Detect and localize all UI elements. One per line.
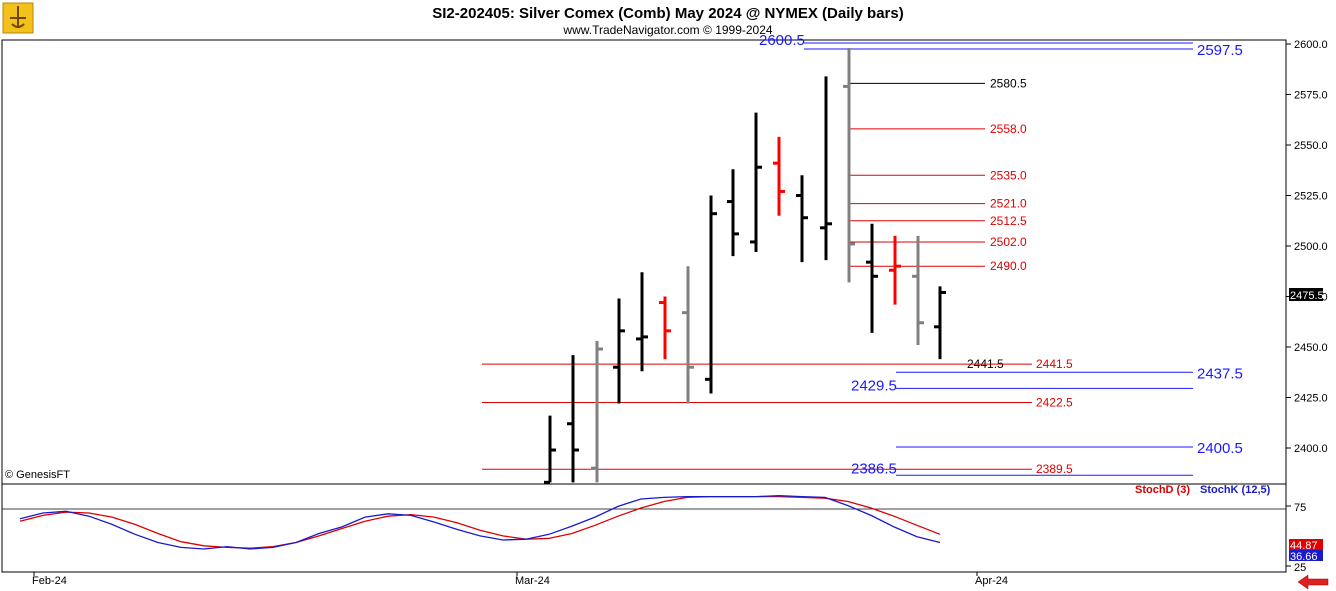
stochd-last-label: 44.87: [1290, 540, 1318, 552]
y-tick-label: 2575.0: [1294, 90, 1328, 102]
level-label: 2422.5: [1036, 396, 1073, 410]
price-bar: [912, 235, 924, 345]
y-tick-label: 2550.0: [1294, 140, 1328, 152]
price-bar: [705, 195, 717, 394]
level-label: 2389.5: [1036, 462, 1073, 476]
stoch-y-tick-label: 25: [1294, 562, 1306, 574]
price-bar: [567, 355, 579, 483]
price-bar: [682, 266, 694, 404]
price-bar: [544, 415, 556, 484]
stochk-last-box: [1289, 550, 1323, 561]
level-lines: 2600.5 2597.5 2580.5 2558.0 2535.0 2521.0 2512…: [482, 32, 1243, 477]
last-price-label: 2475.5: [1290, 290, 1324, 302]
copyright-label: © GenesisFT: [5, 469, 70, 481]
x-tick-label: Apr-24: [975, 575, 1008, 587]
level-label: 2441.5: [1036, 357, 1073, 371]
level-label: 2512.5: [990, 214, 1027, 228]
price-bar: [727, 169, 739, 257]
stochk-line: [19, 495, 941, 550]
price-bar: [866, 223, 878, 333]
stoch-panel-frame: [1, 483, 1287, 573]
level-label: 2558.0: [990, 122, 1027, 136]
price-bar: [636, 272, 648, 372]
price-bars: [544, 48, 946, 484]
price-bar: [613, 298, 625, 404]
stoch-y-tick-label: 75: [1294, 502, 1306, 514]
level-label: 2490.0: [990, 259, 1027, 273]
price-bar: [820, 76, 832, 261]
level-label: 2386.5: [851, 460, 897, 477]
price-bar: [591, 340, 603, 483]
stochd-line: [19, 495, 941, 549]
price-bar: [843, 48, 855, 283]
y-tick-label: 2500.0: [1294, 241, 1328, 253]
price-bar: [659, 296, 671, 360]
price-axis: 2600.02575.02550.02525.02500.02475.02450…: [1286, 39, 1328, 455]
y-tick-label: 2400.0: [1294, 443, 1328, 455]
stochk-legend: StochK (12,5): [1200, 484, 1271, 496]
y-tick-label: 2425.0: [1294, 393, 1328, 405]
y-tick-label: 2450.0: [1294, 342, 1328, 354]
price-bar: [934, 286, 946, 360]
stochd-last-box: [1289, 539, 1323, 551]
level-label: 2600.5: [759, 32, 805, 49]
stochd-legend: StochD (3): [1135, 484, 1190, 496]
level-label: 2502.0: [990, 235, 1027, 249]
stochk-last-label: 36.66: [1290, 551, 1318, 563]
x-tick-label: Mar-24: [515, 575, 550, 587]
y-tick-label: 2525.0: [1294, 191, 1328, 203]
level-label: 2429.5: [851, 377, 897, 394]
level-label: 2437.5: [1197, 365, 1243, 382]
chart-subtitle: www.TradeNavigator.com © 1999-2024: [562, 23, 772, 37]
price-bar: [773, 136, 785, 216]
level-label: 2597.5: [1197, 42, 1243, 59]
last-price-box: [1289, 288, 1323, 301]
x-tick-label: Feb-24: [32, 575, 67, 587]
price-bar: [889, 235, 901, 305]
chart-title: SI2-202405: Silver Comex (Comb) May 2024…: [432, 5, 903, 22]
y-tick-label: 2600.0: [1294, 39, 1328, 51]
price-bar: [796, 175, 808, 263]
level-label: 2400.5: [1197, 440, 1243, 457]
price-bar: [750, 112, 762, 253]
level-label: 2535.0: [990, 168, 1027, 182]
level-label: 2580.5: [990, 76, 1027, 90]
level-label: 2521.0: [990, 197, 1027, 211]
date-axis: Feb-24 Mar-24 Apr-24: [32, 572, 1008, 587]
scroll-right-arrow-icon[interactable]: [1297, 574, 1329, 590]
genesis-logo-icon: [2, 2, 34, 34]
